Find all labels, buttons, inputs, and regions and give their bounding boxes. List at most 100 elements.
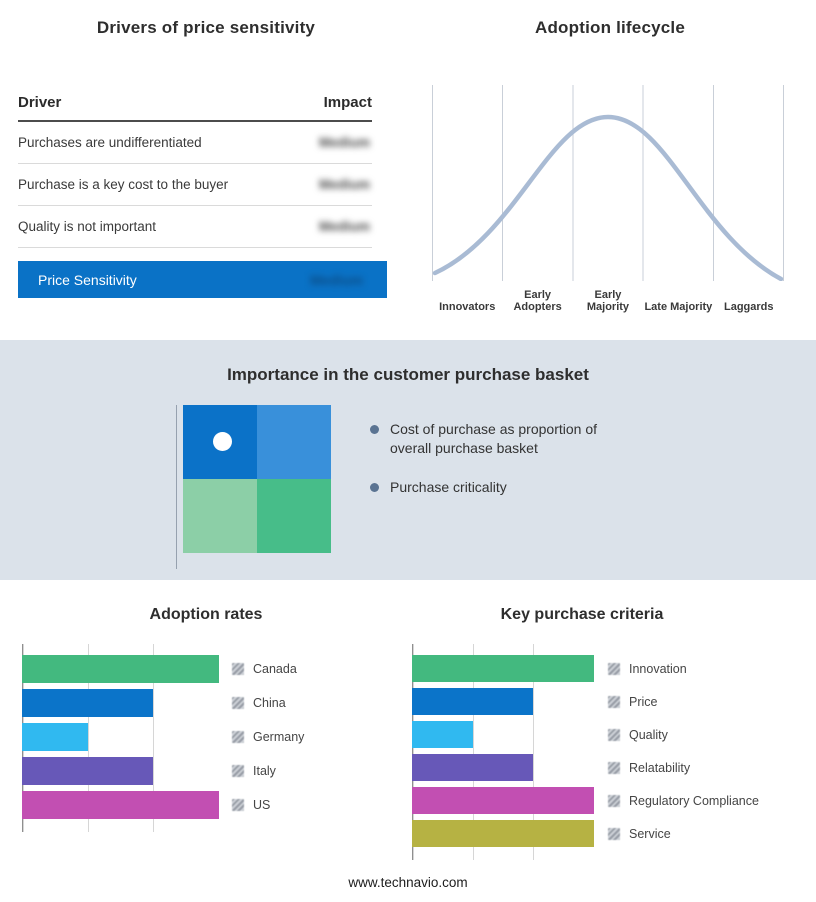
legend-label: Regulatory Compliance <box>629 793 759 808</box>
bar-price <box>412 688 533 715</box>
bar-us <box>22 791 219 819</box>
adoption-rates-title: Adoption rates <box>149 606 263 623</box>
legend-item: Italy <box>232 764 276 778</box>
basket-title: Importance in the customer purchase bask… <box>227 365 589 384</box>
legend-item: Quality <box>608 728 668 742</box>
bullet-text: Cost of purchase as proportion of overal… <box>390 421 598 456</box>
driver-label: Purchase is a key cost to the buyer <box>18 177 229 192</box>
quadrant-cell-top-right <box>257 405 331 479</box>
bar-service <box>412 820 594 847</box>
adoption-lifecycle-chart: Innovators Early Adopters Early Majority… <box>432 85 784 314</box>
bar-row: Quality <box>412 721 759 748</box>
lifecycle-stage-labels: Innovators Early Adopters Early Majority… <box>432 284 784 314</box>
legend-label: Germany <box>253 730 305 744</box>
bullet-item: Purchase criticality <box>370 478 650 497</box>
legend-item: Canada <box>232 662 297 676</box>
key-purchase-criteria-title: Key purchase criteria <box>500 606 664 623</box>
price-sensitivity-summary-row: Price Sensitivity Medium <box>18 261 387 298</box>
bar-canada <box>22 655 219 683</box>
legend-item: Regulatory Compliance <box>608 794 759 808</box>
bar-row: Service <box>412 820 759 847</box>
stage-label-laggards: Laggards <box>724 301 774 314</box>
bullet-dot-icon <box>370 425 379 434</box>
legend-swatch-icon <box>232 765 244 777</box>
legend-item: Relatability <box>608 761 690 775</box>
legend-swatch-icon <box>232 731 244 743</box>
bullet-text: Purchase criticality <box>390 478 507 495</box>
bar-row: Italy <box>22 757 304 785</box>
legend-swatch-icon <box>232 799 244 811</box>
bar-relatability <box>412 754 533 781</box>
legend-label: Italy <box>253 764 276 778</box>
bar-row: Price <box>412 688 759 715</box>
purchase-basket-section: Importance in the customer purchase bask… <box>0 340 816 580</box>
quadrant-cell-top-left <box>183 405 257 479</box>
legend-item: Germany <box>232 730 304 744</box>
impact-value-redacted: Medium <box>318 219 370 234</box>
lifecycle-plot-area <box>432 85 784 281</box>
legend-label: Innovation <box>629 661 687 676</box>
quadrant-cell-bottom-left <box>183 479 257 553</box>
bar-row: US <box>22 791 304 819</box>
key-purchase-criteria-chart: Innovation Price Quality Relatability Re… <box>412 644 759 860</box>
stage-label-early-majority: Early Majority <box>586 288 630 314</box>
bar-row: Regulatory Compliance <box>412 787 759 814</box>
website-url: www.technavio.com <box>348 875 468 890</box>
legend-swatch-icon <box>608 728 620 741</box>
bar-innovation <box>412 655 594 682</box>
bar-italy <box>22 757 153 785</box>
impact-value-redacted: Medium <box>318 177 370 192</box>
stage-label-innovators: Innovators <box>439 301 496 314</box>
importance-quadrant <box>183 405 331 553</box>
legend-swatch-icon <box>232 663 244 675</box>
bar-quality <box>412 721 473 748</box>
bar-row: Innovation <box>412 655 759 682</box>
impact-value-redacted: Medium <box>318 135 370 150</box>
drivers-table: Driver Impact Purchases are undifferenti… <box>18 94 387 298</box>
bullet-item: Cost of purchase as proportion of overal… <box>370 420 650 458</box>
drivers-table-header: Driver Impact <box>18 94 372 122</box>
legend-label: Price <box>629 694 658 709</box>
legend-item: Price <box>608 695 657 709</box>
legend-swatch-icon <box>608 695 620 708</box>
legend-swatch-icon <box>608 827 620 840</box>
bar-row: Germany <box>22 723 304 751</box>
legend-swatch-icon <box>608 662 620 675</box>
stage-label-late-majority: Late Majority <box>644 301 713 314</box>
basket-bullet-list: Cost of purchase as proportion of overal… <box>370 420 650 517</box>
legend-label: US <box>253 798 271 812</box>
legend-item: Innovation <box>608 662 687 676</box>
impact-value-redacted: Medium <box>310 271 363 288</box>
price-sensitivity-label: Price Sensitivity <box>38 271 137 288</box>
table-row: Quality is not important Medium <box>18 206 372 248</box>
column-header-driver: Driver <box>18 94 62 111</box>
bullet-dot-icon <box>370 482 379 492</box>
bar-row: Canada <box>22 655 304 683</box>
bar-china <box>22 689 153 717</box>
legend-item: China <box>232 696 286 710</box>
driver-label: Purchases are undifferentiated <box>18 135 202 150</box>
legend-swatch-icon <box>608 794 620 807</box>
drivers-title: Drivers of price sensitivity <box>96 18 316 37</box>
legend-swatch-icon <box>232 697 244 709</box>
table-row: Purchases are undifferentiated Medium <box>18 122 372 164</box>
legend-label: Quality <box>629 727 668 742</box>
bar-germany <box>22 723 88 751</box>
bar-row: Relatability <box>412 754 759 781</box>
quadrant-cell-bottom-right <box>257 479 331 553</box>
bar-row: China <box>22 689 304 717</box>
column-header-impact: Impact <box>323 94 372 111</box>
stage-label-early-adopters: Early Adopters <box>513 288 562 314</box>
quadrant-axis-line <box>176 405 177 569</box>
legend-label: Service <box>629 826 671 841</box>
bell-curve <box>432 114 784 281</box>
driver-label: Quality is not important <box>18 219 157 234</box>
adoption-rates-chart: Canada China Germany Italy US <box>22 644 304 832</box>
legend-label: Canada <box>253 662 297 676</box>
bar-regulatory-compliance <box>412 787 594 814</box>
table-row: Purchase is a key cost to the buyer Medi… <box>18 164 372 206</box>
legend-label: China <box>253 696 286 710</box>
legend-item: US <box>232 798 270 812</box>
legend-item: Service <box>608 827 671 841</box>
